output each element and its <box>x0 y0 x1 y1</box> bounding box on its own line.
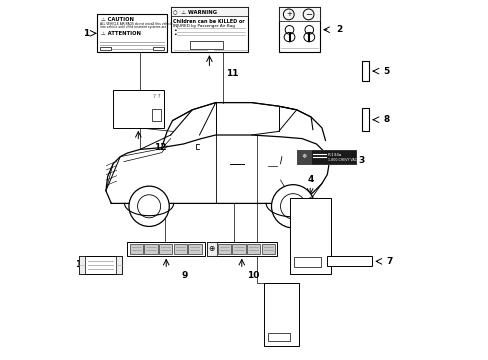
Text: 1-800-CHEVY VAC: 1-800-CHEVY VAC <box>327 158 356 162</box>
FancyBboxPatch shape <box>190 41 223 49</box>
Text: ⊕: ⊕ <box>208 244 215 253</box>
FancyBboxPatch shape <box>152 109 161 121</box>
FancyBboxPatch shape <box>296 150 310 164</box>
FancyBboxPatch shape <box>113 90 163 128</box>
FancyBboxPatch shape <box>232 244 245 254</box>
Circle shape <box>129 186 169 226</box>
FancyBboxPatch shape <box>144 244 158 254</box>
Text: R-134a: R-134a <box>327 153 341 157</box>
Text: •: • <box>173 32 177 37</box>
Text: +: + <box>285 12 291 17</box>
FancyBboxPatch shape <box>79 256 85 274</box>
Text: •: • <box>173 28 177 33</box>
Circle shape <box>285 26 293 34</box>
FancyBboxPatch shape <box>170 7 247 16</box>
FancyBboxPatch shape <box>278 7 320 52</box>
Text: ○  ⚠ WARNING: ○ ⚠ WARNING <box>172 10 217 15</box>
Text: 3: 3 <box>357 156 364 165</box>
Text: 12: 12 <box>153 143 166 152</box>
Text: 4: 4 <box>307 175 314 184</box>
FancyBboxPatch shape <box>188 244 201 254</box>
Text: −: − <box>305 10 311 19</box>
FancyBboxPatch shape <box>296 150 355 164</box>
Text: ⚠ ATTENTION: ⚠ ATTENTION <box>101 31 141 36</box>
FancyBboxPatch shape <box>217 244 231 254</box>
Text: 7: 7 <box>386 257 392 266</box>
Text: 13: 13 <box>75 261 88 269</box>
FancyBboxPatch shape <box>261 244 275 254</box>
Text: 9: 9 <box>182 271 188 280</box>
Text: ⚠ CAUTION: ⚠ CAUTION <box>101 17 134 22</box>
FancyBboxPatch shape <box>153 47 163 50</box>
FancyBboxPatch shape <box>267 333 289 341</box>
FancyBboxPatch shape <box>361 108 368 131</box>
Text: 6: 6 <box>292 310 299 319</box>
FancyBboxPatch shape <box>246 244 260 254</box>
FancyBboxPatch shape <box>173 244 187 254</box>
FancyBboxPatch shape <box>79 256 122 274</box>
FancyBboxPatch shape <box>326 256 371 266</box>
Polygon shape <box>215 103 296 131</box>
Text: 7 7: 7 7 <box>153 94 161 99</box>
FancyBboxPatch shape <box>278 7 320 21</box>
Text: into vehicle until child restraint systems are: into vehicle until child restraint syste… <box>100 25 166 29</box>
Text: 1: 1 <box>83 29 89 38</box>
FancyBboxPatch shape <box>361 61 368 81</box>
FancyBboxPatch shape <box>115 256 122 274</box>
Circle shape <box>305 26 313 34</box>
FancyBboxPatch shape <box>289 198 330 274</box>
Text: 8: 8 <box>382 115 388 124</box>
Text: Children can be KILLED or: Children can be KILLED or <box>172 19 244 24</box>
Text: ALL VEHICLE AIR BAGS do not install this vehicle: ALL VEHICLE AIR BAGS do not install this… <box>100 22 172 26</box>
FancyBboxPatch shape <box>264 283 298 346</box>
FancyBboxPatch shape <box>206 242 276 256</box>
FancyBboxPatch shape <box>159 244 172 254</box>
Text: 2: 2 <box>336 25 342 34</box>
FancyBboxPatch shape <box>97 14 167 52</box>
FancyBboxPatch shape <box>129 244 143 254</box>
Text: 11: 11 <box>225 69 238 78</box>
FancyBboxPatch shape <box>101 47 110 50</box>
Circle shape <box>271 185 314 228</box>
Text: 5: 5 <box>382 67 388 76</box>
FancyBboxPatch shape <box>206 242 216 256</box>
Text: 10: 10 <box>247 271 259 280</box>
Text: ❄: ❄ <box>301 154 306 159</box>
FancyBboxPatch shape <box>293 257 320 267</box>
Text: INJURED by Passenger Air Bag: INJURED by Passenger Air Bag <box>172 24 234 28</box>
FancyBboxPatch shape <box>170 7 247 52</box>
FancyBboxPatch shape <box>127 242 204 256</box>
